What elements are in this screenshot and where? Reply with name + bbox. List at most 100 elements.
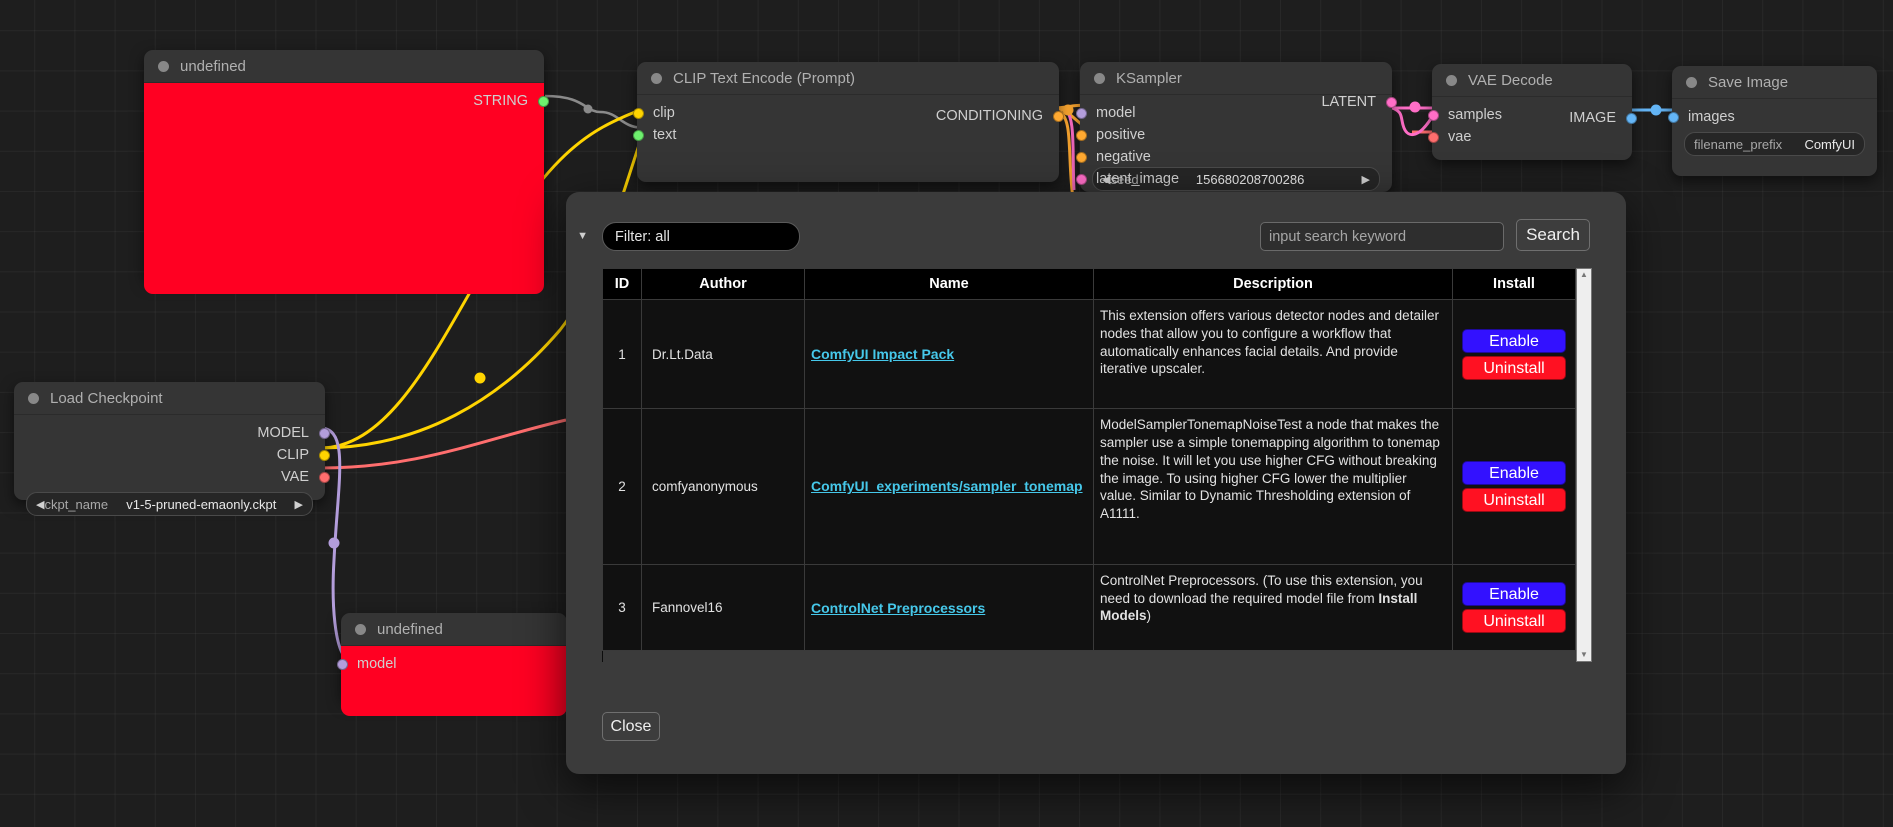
port-string-icon[interactable] [537,96,549,107]
enable-button[interactable]: Enable [1462,460,1566,485]
node-title-text: undefined [180,57,246,75]
node-input-images[interactable]: images [1667,107,1877,127]
extension-name-link[interactable]: ControlNet Preprocessors [811,599,986,616]
node-collapse-dot[interactable] [158,60,169,72]
port-clip-icon[interactable] [318,450,330,461]
node-title-text: VAE Decode [1468,71,1553,89]
link-dot [1062,104,1074,116]
link-dot [1650,104,1662,116]
seed-increment-arrow[interactable]: ▶ [1361,173,1370,186]
node-collapse-dot[interactable] [1446,74,1457,86]
enable-button[interactable]: Enable [1462,582,1566,607]
node-input-positive[interactable]: positive [1075,125,1392,145]
port-latent-icon[interactable] [1385,97,1397,108]
extension-name-link[interactable]: ComfyUI_experiments/sampler_tonemap [811,478,1083,495]
port-conditioning-icon[interactable] [1052,111,1064,122]
table-scrollbar[interactable]: ▲ ▼ [1576,268,1592,662]
search-button[interactable]: Search [1516,219,1590,251]
widget-ckpt-name[interactable]: ◀ ckpt_name v1-5-pruned-emaonly.ckpt ▶ [26,492,313,516]
port-model-icon[interactable] [336,659,348,670]
extension-manager-dialog[interactable]: Filter: allFilter: installedFilter: not … [566,192,1626,774]
port-vae-icon[interactable] [1427,132,1439,143]
cell-description: This extension offers various detector n… [1093,298,1453,410]
node-input-negative[interactable]: negative [1075,147,1392,167]
node-vae-decode[interactable]: VAE Decode samples vae IMAGE [1427,64,1637,160]
node-load-checkpoint[interactable]: Load Checkpoint MODEL CLIP VAE ◀ ckpt_na… [14,382,330,516]
node-input-vae[interactable]: vae [1427,127,1632,147]
node-input-latent-image[interactable]: latent_image [1075,169,1392,189]
input-label: vae [1448,129,1472,145]
input-label: model [1096,105,1136,121]
node-collapse-dot[interactable] [28,392,39,404]
node-output-model[interactable]: MODEL [14,423,330,443]
node-collapse-dot[interactable] [1094,72,1105,84]
node-input-samples[interactable]: samples [1427,105,1632,125]
link-dot [328,537,340,549]
node-title-bar[interactable]: undefined [144,50,544,83]
node-save-image[interactable]: Save Image images filename_prefix ComfyU… [1667,66,1877,176]
node-body: images filename_prefix ComfyUI [1667,99,1877,165]
scroll-up-arrow-icon[interactable]: ▲ [1580,270,1588,279]
port-image-icon[interactable] [1625,113,1637,124]
node-title-bar[interactable]: CLIP Text Encode (Prompt) [637,62,1059,95]
port-positive-icon[interactable] [1075,130,1087,141]
cell-description: ModelSamplerTonemapNoiseTest a node that… [1093,408,1453,565]
node-collapse-dot[interactable] [651,72,662,84]
node-output-image[interactable]: IMAGE [1432,108,1637,128]
uninstall-button[interactable]: Uninstall [1462,487,1566,512]
node-body: clip text CONDITIONING [632,95,1064,143]
node-ksampler[interactable]: KSampler model positive negative latent_… [1075,62,1397,192]
scroll-down-arrow-icon[interactable]: ▼ [1580,650,1588,659]
uninstall-button[interactable]: Uninstall [1462,355,1566,380]
input-label: positive [1096,127,1146,143]
uninstall-button[interactable]: Uninstall [1462,609,1566,634]
port-text-icon[interactable] [632,130,644,141]
extension-name-link[interactable]: ComfyUI Impact Pack [811,346,955,363]
link-latent-in [1062,106,1076,191]
node-input-model[interactable]: model [336,654,567,674]
node-input-text[interactable]: text [632,125,1059,145]
node-input-clip[interactable]: clip [632,103,1059,123]
output-label: LATENT [1321,94,1376,110]
close-button[interactable]: Close [602,712,660,741]
node-title-bar[interactable]: KSampler [1080,62,1392,95]
output-label: CLIP [276,447,309,463]
node-title-text: CLIP Text Encode (Prompt) [673,69,856,87]
enable-button[interactable]: Enable [1462,328,1566,353]
node-clip-text-encode[interactable]: CLIP Text Encode (Prompt) clip text COND… [632,62,1064,182]
port-model-icon[interactable] [1075,108,1087,119]
node-collapse-dot[interactable] [1686,76,1697,88]
node-title-bar[interactable]: undefined [341,613,567,646]
node-output-conditioning[interactable]: CONDITIONING [637,106,1064,126]
node-output-latent[interactable]: LATENT [1080,92,1397,112]
node-output-clip[interactable]: CLIP [14,445,330,465]
widget-value: 156680208700286 [1195,171,1305,187]
port-images-icon[interactable] [1667,112,1679,123]
search-input[interactable] [1260,222,1504,251]
link-dot [583,104,593,114]
port-negative-icon[interactable] [1075,152,1087,163]
ckpt-prev-arrow[interactable]: ◀ [36,498,45,511]
node-input-model[interactable]: model [1075,103,1392,123]
port-model-icon[interactable] [318,428,330,439]
port-latent-image-icon[interactable] [1075,174,1087,185]
node-collapse-dot[interactable] [355,623,366,635]
filter-select[interactable]: Filter: allFilter: installedFilter: not … [602,222,800,251]
ckpt-next-arrow[interactable]: ▶ [294,498,303,511]
cell-name: ComfyUI_experiments/sampler_tonemap [804,408,1094,565]
port-samples-icon[interactable] [1427,110,1439,121]
description-text: ) [1146,608,1152,624]
seed-decrement-arrow[interactable]: ◀ [1102,173,1111,186]
port-clip-icon[interactable] [632,108,644,119]
node-title-bar[interactable]: Load Checkpoint [14,382,325,415]
port-vae-icon[interactable] [318,472,330,483]
node-undefined-string[interactable]: undefined STRING [144,50,549,294]
node-title-bar[interactable]: Save Image [1672,66,1877,99]
node-title-bar[interactable]: VAE Decode [1432,64,1632,97]
widget-filename-prefix[interactable]: filename_prefix ComfyUI [1684,132,1865,156]
node-undefined-model[interactable]: undefined model [336,613,567,716]
cell-id: 3 [602,563,642,652]
node-output-string[interactable]: STRING [144,91,549,111]
node-output-vae[interactable]: VAE [14,467,330,487]
widget-seed[interactable]: ◀ seed 156680208700286 ▶ [1092,167,1380,191]
